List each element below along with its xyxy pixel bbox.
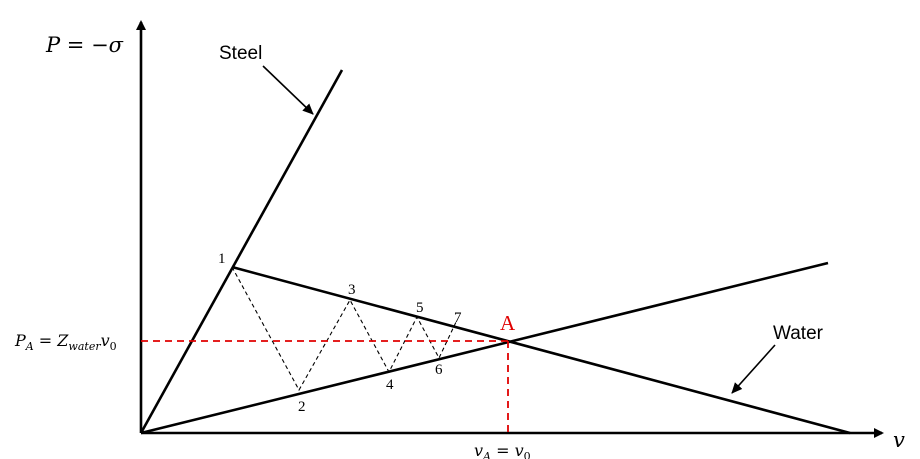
point-label-5: 5 bbox=[416, 300, 424, 316]
x-axis-label: v bbox=[893, 428, 905, 452]
point-label-6: 6 bbox=[435, 362, 443, 378]
steel-line bbox=[139, 69, 344, 434]
point-label-7: 7 bbox=[454, 310, 462, 326]
point-label-2: 2 bbox=[298, 399, 306, 415]
water-line-reflected bbox=[231, 265, 851, 435]
pa-label: PA = Zwaterv0 bbox=[14, 331, 117, 353]
y-axis-label: P = −σ bbox=[45, 33, 124, 57]
water-line bbox=[140, 261, 829, 435]
wave-reflection-zigzag bbox=[231, 266, 458, 392]
steel-label: Steel bbox=[219, 43, 262, 64]
water-pointer-arrow bbox=[731, 344, 776, 394]
point-label-4: 4 bbox=[386, 377, 394, 393]
steel-pointer-arrow bbox=[262, 65, 314, 115]
point-label-1: 1 bbox=[218, 251, 226, 267]
intersection-label: A bbox=[500, 311, 516, 335]
point-label-3: 3 bbox=[348, 282, 356, 298]
water-label: Water bbox=[773, 323, 824, 344]
va-label: vA = v0 bbox=[474, 441, 531, 459]
